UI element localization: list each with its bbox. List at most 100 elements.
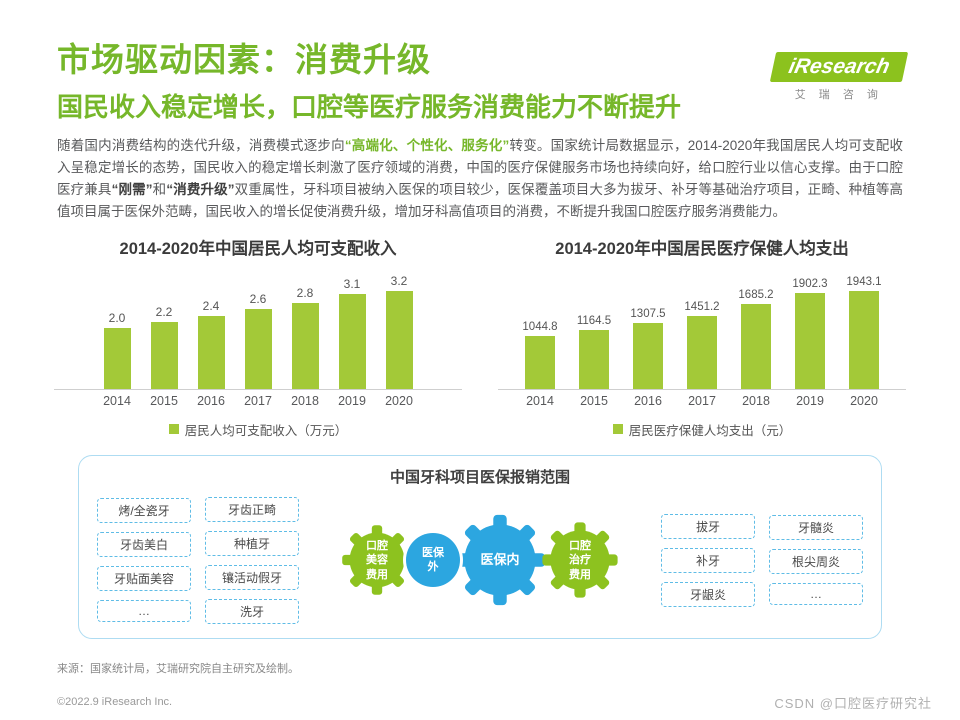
x-axis-labels: 2014 2015 2016 2017 2018 2019 2020	[480, 394, 924, 408]
dental-item-box: 拔牙	[661, 513, 755, 539]
x-axis-tick-label: 2019	[796, 393, 824, 408]
x-axis-tick-label: 2015	[150, 393, 178, 408]
iresearch-logo: iResearch 艾 瑞 咨 询	[769, 52, 909, 102]
iresearch-logo-icon: iResearch	[769, 52, 909, 82]
flow-node-label: 口腔 美容 费用	[366, 539, 388, 582]
beauty-cost-gear: 口腔 美容 费用	[340, 523, 414, 597]
bar-column: 3.2	[376, 274, 423, 389]
outside-insurance-circle: 医保外	[406, 533, 460, 588]
bar-column: 2.8	[282, 286, 329, 389]
chart-legend: 居民医疗保健人均支出（元）	[480, 420, 924, 439]
panel-body: 烤/全瓷牙 牙齿美白 牙贴面美容… 牙齿正畸 种植牙 镶活动假牙 洗牙 口腔 美容 费用 医保外医…	[97, 496, 863, 624]
legend-swatch	[168, 424, 179, 435]
bar-chart: 2014-2020年中国居民医疗保健人均支出 1044.8 1164.5 1307.…	[480, 235, 924, 439]
x-axis-tick-label: 2018	[742, 393, 770, 408]
header: 市场驱动因素：消费升级 iResearch 艾 瑞 咨 询 国民收入稳定增长，口…	[0, 0, 960, 123]
bar-column: 1451.2	[675, 301, 729, 389]
dental-item-box: 镶活动假牙	[205, 564, 299, 590]
x-axis-tick-label: 2017	[244, 393, 272, 408]
flow-node-label-line: 费用	[569, 568, 591, 581]
item-column: 牙髓炎 根尖周炎…	[769, 514, 863, 607]
x-axis-tick-label: 2016	[634, 393, 662, 408]
bar-value-label: 1451.2	[684, 300, 720, 313]
bar-value-label: 1685.2	[738, 288, 774, 301]
bar-value-label: 3.1	[343, 276, 361, 291]
bar	[244, 308, 272, 389]
dental-item-box: 牙齿美白	[97, 532, 191, 558]
x-axis-tick-label: 2016	[197, 393, 225, 408]
bar	[291, 302, 319, 389]
bar	[579, 329, 609, 389]
item-column: 烤/全瓷牙 牙齿美白 牙贴面美容…	[97, 497, 191, 624]
paragraph-segment: “消费升级”	[166, 182, 235, 198]
flow-node-label: 医保内	[480, 552, 519, 569]
bars-area: 2.0 2.2 2.4 2.6 2.8 3.1 3.2	[54, 265, 462, 390]
bar	[525, 335, 555, 389]
page-title: 市场驱动因素：消费升级	[57, 41, 431, 78]
flow-node-label-line: 医保	[422, 547, 444, 560]
covered-items-group: 拔牙 补牙 牙龈炎 牙髓炎 根尖周炎…	[661, 513, 863, 607]
non-covered-items-group: 烤/全瓷牙 牙齿美白 牙贴面美容 … 牙齿正畸 种植牙 镶活动假牙 洗牙	[97, 496, 299, 624]
dental-item-box: 洗牙	[205, 598, 299, 624]
x-axis-tick-label: 2019	[338, 393, 366, 408]
gear-icon	[342, 525, 412, 596]
bar	[795, 292, 825, 389]
bar-value-label: 2.8	[296, 285, 314, 300]
dental-item-box: 牙龈炎	[661, 581, 755, 607]
bar-value-label: 1164.5	[576, 314, 612, 327]
x-axis-labels: 2014 2015 2016 2017 2018 2019 2020	[36, 394, 480, 408]
legend-label: 居民人均可支配收入（万元）	[184, 423, 348, 438]
legend-label: 居民医疗保健人均支出（元）	[628, 423, 792, 438]
bar-column: 2.4	[188, 299, 235, 389]
treatment-cost-gear: 口腔 治疗 费用	[540, 520, 620, 600]
page-subtitle: 国民收入稳定增长，口腔等医疗服务消费能力不断提升	[57, 92, 682, 123]
x-axis-tick-label: 2018	[291, 393, 319, 408]
bar	[338, 293, 366, 389]
bar-column: 1943.1	[837, 276, 891, 389]
item-column: 拔牙 补牙 牙龈炎	[661, 513, 755, 607]
dental-item-box: 牙髓炎	[769, 515, 863, 541]
copyright: ©2022.9 iResearch Inc.	[57, 696, 173, 708]
dental-item-box: …	[97, 600, 191, 623]
bar	[385, 290, 413, 389]
flow-node-label-line: 口腔	[569, 539, 591, 552]
paragraph-segment: 随着国内消费结构的迭代升级，消费模式逐步向	[57, 138, 345, 154]
bar-column: 1902.3	[783, 278, 837, 389]
bar	[197, 315, 225, 389]
bar	[633, 322, 663, 389]
bar-value-label: 2.2	[155, 304, 173, 319]
bar	[849, 290, 879, 389]
inside-insurance-gear: 医保内	[452, 512, 548, 608]
flow-node-label-line: 口腔	[366, 539, 388, 552]
x-axis-tick-label: 2015	[580, 393, 608, 408]
bar	[741, 303, 771, 389]
flow-node-label-line: 费用	[366, 568, 388, 581]
body-paragraph: 随着国内消费结构的迭代升级，消费模式逐步向“高端化、个性化、服务化”转变。国家统…	[57, 135, 903, 222]
paragraph-segment: 和	[152, 182, 167, 198]
bar-value-label: 1044.8	[522, 320, 558, 333]
gear-icon	[542, 522, 618, 599]
bar	[103, 327, 131, 389]
chart-legend: 居民人均可支配收入（万元）	[36, 420, 480, 439]
paragraph-segment: 转变。国家统计局数据显示，2014-2020年我国居民人均可支配收入呈稳定增长的…	[57, 138, 904, 198]
paragraph-segment: “高端化、个性化、服务化”	[344, 138, 510, 154]
paragraph-segment: “刚需”	[111, 182, 153, 198]
x-axis-tick-label: 2020	[385, 393, 413, 408]
flow-node-label-line: 医保内	[480, 551, 520, 567]
dental-item-box: 种植牙	[205, 530, 299, 556]
x-axis-tick-label: 2020	[850, 393, 878, 408]
bar-column: 1044.8	[513, 321, 567, 389]
dental-item-box: …	[769, 583, 863, 606]
bar-column: 2.0	[94, 311, 141, 389]
flow-node-label-line: 治疗	[569, 554, 591, 567]
panel-title: 中国牙科项目医保报销范围	[389, 468, 570, 486]
watermark: CSDN @口腔医疗研究社	[774, 696, 932, 711]
gear-flow: 口腔 美容 费用 医保外 医保内 口腔 治疗 费用	[340, 512, 620, 608]
bar-value-label: 2.4	[202, 298, 220, 313]
x-axis-tick-label: 2014	[103, 393, 131, 408]
bars-area: 1044.8 1164.5 1307.5 1451.2 1685.2 1902.3 1943…	[498, 265, 906, 390]
dental-item-box: 牙贴面美容	[97, 566, 191, 592]
x-axis-tick-label: 2017	[688, 393, 716, 408]
dental-item-box: 牙齿正畸	[205, 496, 299, 522]
